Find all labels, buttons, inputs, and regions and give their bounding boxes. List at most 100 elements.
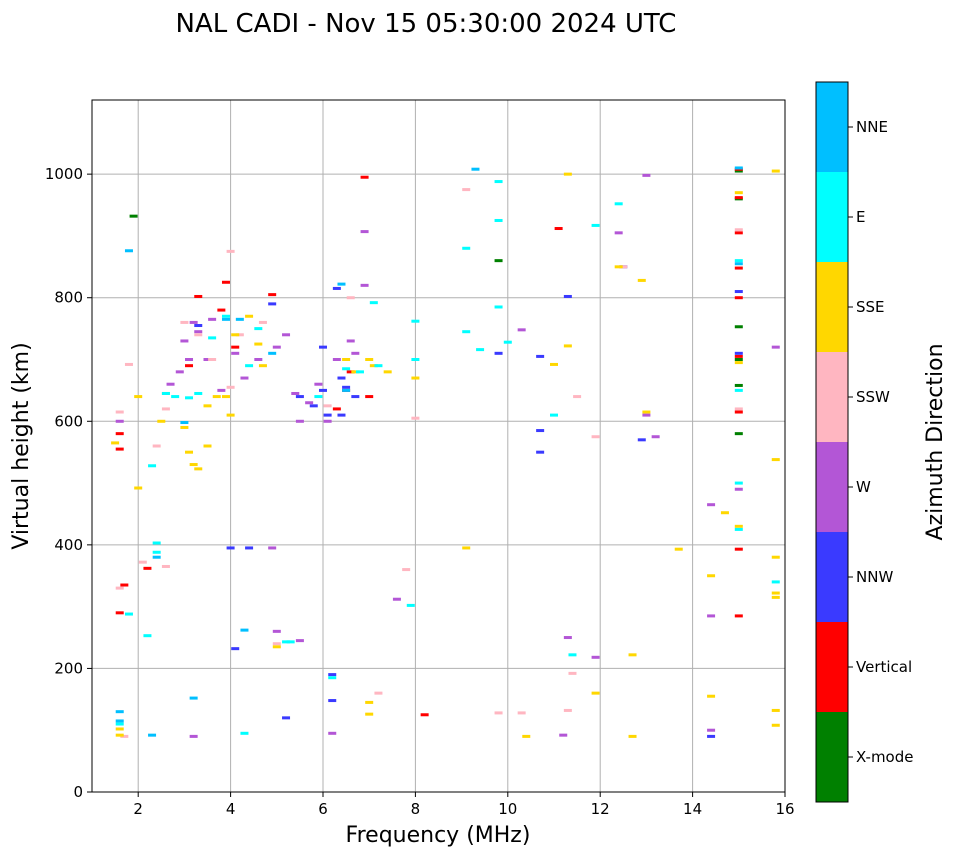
data-point xyxy=(314,395,323,399)
data-point xyxy=(462,246,471,250)
data-point xyxy=(245,314,254,318)
data-point xyxy=(494,259,503,263)
data-point xyxy=(295,419,304,423)
data-point xyxy=(365,358,374,361)
data-point xyxy=(536,429,545,433)
data-point xyxy=(157,419,166,423)
data-point xyxy=(591,691,600,695)
data-point xyxy=(346,339,355,343)
data-point xyxy=(138,560,147,564)
data-point xyxy=(536,354,545,358)
data-point xyxy=(522,734,531,738)
data-point xyxy=(411,416,420,420)
colorbar-tick-label: NNW xyxy=(856,568,893,586)
data-point xyxy=(771,169,780,173)
data-point xyxy=(115,586,124,590)
data-point xyxy=(268,293,277,297)
data-point xyxy=(254,342,263,346)
data-point xyxy=(554,227,563,231)
data-point xyxy=(471,167,480,171)
data-point xyxy=(346,296,355,300)
data-point xyxy=(208,358,217,361)
data-point xyxy=(194,333,203,337)
data-point xyxy=(392,597,401,601)
y-tick-label: 0 xyxy=(73,783,83,801)
data-point xyxy=(134,395,143,399)
data-point xyxy=(332,286,341,290)
data-point xyxy=(734,481,743,485)
data-point xyxy=(189,463,198,467)
data-point xyxy=(573,395,582,399)
data-point xyxy=(734,191,743,195)
colorbar-frame xyxy=(815,81,849,803)
data-point xyxy=(226,546,235,550)
data-point xyxy=(707,503,716,507)
data-point xyxy=(734,266,743,270)
data-point xyxy=(323,413,332,417)
data-point xyxy=(328,673,337,677)
x-tick-label: 10 xyxy=(498,800,517,818)
data-point xyxy=(494,218,503,222)
data-point xyxy=(369,301,378,305)
series-x-mode xyxy=(129,169,743,436)
data-point xyxy=(351,395,360,399)
data-point xyxy=(563,294,572,298)
data-point xyxy=(637,278,646,282)
data-point xyxy=(272,642,281,646)
data-point xyxy=(221,280,230,284)
colorbar-segment xyxy=(816,622,848,712)
data-point xyxy=(734,325,743,329)
data-point xyxy=(517,711,526,715)
data-point xyxy=(282,640,291,644)
data-point xyxy=(295,639,304,643)
data-point xyxy=(240,628,249,632)
data-point xyxy=(189,696,198,700)
y-tick-label: 600 xyxy=(54,412,83,430)
data-point xyxy=(568,671,577,675)
data-point xyxy=(734,196,743,200)
data-point xyxy=(771,458,780,462)
data-point xyxy=(342,385,351,389)
x-tick-label: 16 xyxy=(775,800,794,818)
data-point xyxy=(642,410,651,414)
data-point xyxy=(563,708,572,712)
colorbar-label: Azimuth Direction xyxy=(923,343,948,540)
x-tick-label: 6 xyxy=(318,800,328,818)
data-point xyxy=(152,444,161,448)
data-point xyxy=(720,511,729,515)
data-point xyxy=(614,231,623,235)
series-w xyxy=(115,173,780,738)
data-point xyxy=(185,364,194,368)
data-point xyxy=(175,370,184,374)
data-point xyxy=(217,388,226,392)
data-point xyxy=(212,395,221,399)
colorbar-tick-label: W xyxy=(856,478,871,496)
colorbar-tick-label: Vertical xyxy=(856,658,912,676)
data-point xyxy=(374,691,383,695)
data-point xyxy=(563,636,572,640)
data-point xyxy=(189,320,198,324)
data-point xyxy=(734,296,743,300)
data-point xyxy=(406,603,415,607)
data-point xyxy=(221,314,230,318)
data-point xyxy=(771,580,780,584)
data-point xyxy=(217,308,226,312)
data-point xyxy=(591,435,600,439)
data-point xyxy=(614,202,623,206)
data-point xyxy=(180,320,189,324)
data-point xyxy=(203,358,212,361)
data-point xyxy=(268,351,277,355)
data-point xyxy=(235,317,244,321)
data-point xyxy=(115,611,124,615)
data-point xyxy=(245,546,254,550)
data-point xyxy=(550,362,558,366)
data-point xyxy=(332,407,341,411)
data-point xyxy=(203,444,212,448)
data-point xyxy=(226,249,235,253)
series-nne xyxy=(115,166,743,737)
data-point xyxy=(185,358,194,361)
data-point xyxy=(383,370,392,374)
data-point xyxy=(734,410,743,414)
data-point xyxy=(115,432,124,436)
